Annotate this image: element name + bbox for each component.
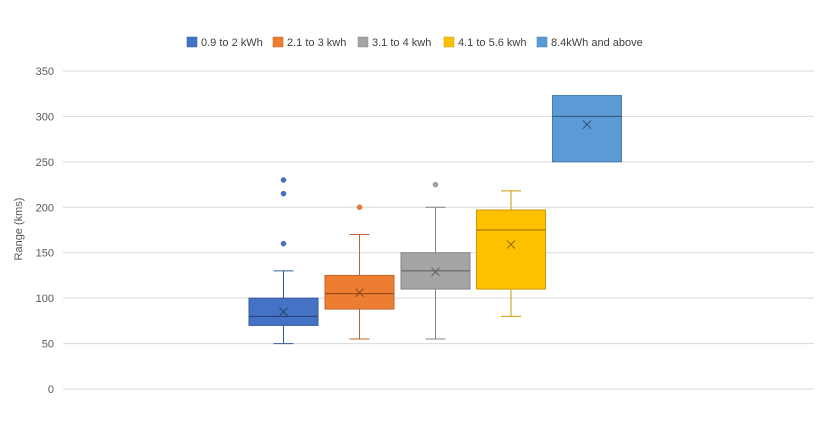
legend-swatch: [443, 36, 455, 48]
outlier-point: [356, 204, 363, 211]
outlier-point: [280, 240, 287, 247]
plot-area: [248, 95, 622, 345]
gridlines: [63, 70, 814, 390]
mean-marker: [582, 120, 592, 129]
y-tick-label: 100: [36, 293, 54, 305]
y-axis: 0 50 100 150 200 250 300 350: [36, 66, 54, 396]
box-group: [248, 177, 319, 345]
legend-label: 4.1 to 5.6 kwh: [458, 37, 527, 49]
legend-swatch: [186, 36, 198, 48]
y-tick-label: 50: [42, 339, 54, 351]
legend: 0.9 to 2 kWh 2.1 to 3 kwh 3.1 to 4 kwh 4.1 …: [186, 36, 643, 49]
box-group: [400, 181, 471, 340]
legend-label: 2.1 to 3 kwh: [287, 37, 346, 49]
legend-swatch: [536, 36, 548, 48]
y-tick-label: 0: [48, 384, 54, 396]
box-group: [476, 190, 546, 317]
box-group: [324, 204, 395, 340]
box-group: [552, 95, 622, 163]
outlier-point: [432, 181, 439, 188]
y-tick-label: 250: [36, 157, 54, 169]
outlier-point: [280, 190, 287, 197]
legend-swatch: [272, 36, 284, 48]
legend-label: 3.1 to 4 kwh: [372, 37, 431, 49]
legend-label: 8.4kWh and above: [551, 37, 643, 49]
box: [552, 95, 622, 163]
legend-swatch: [357, 36, 369, 48]
mean-marker: [355, 288, 364, 298]
y-tick-label: 300: [36, 111, 54, 123]
mean-marker: [506, 240, 516, 249]
y-tick-label: 350: [36, 66, 54, 78]
y-tick-label: 200: [36, 202, 54, 214]
y-axis-title: Range (kms): [13, 198, 25, 261]
legend-label: 0.9 to 2 kWh: [201, 37, 263, 49]
mean-marker: [279, 307, 288, 317]
y-tick-label: 150: [36, 248, 54, 260]
mean-marker: [431, 267, 440, 277]
outlier-point: [280, 177, 287, 183]
box: [476, 209, 546, 290]
